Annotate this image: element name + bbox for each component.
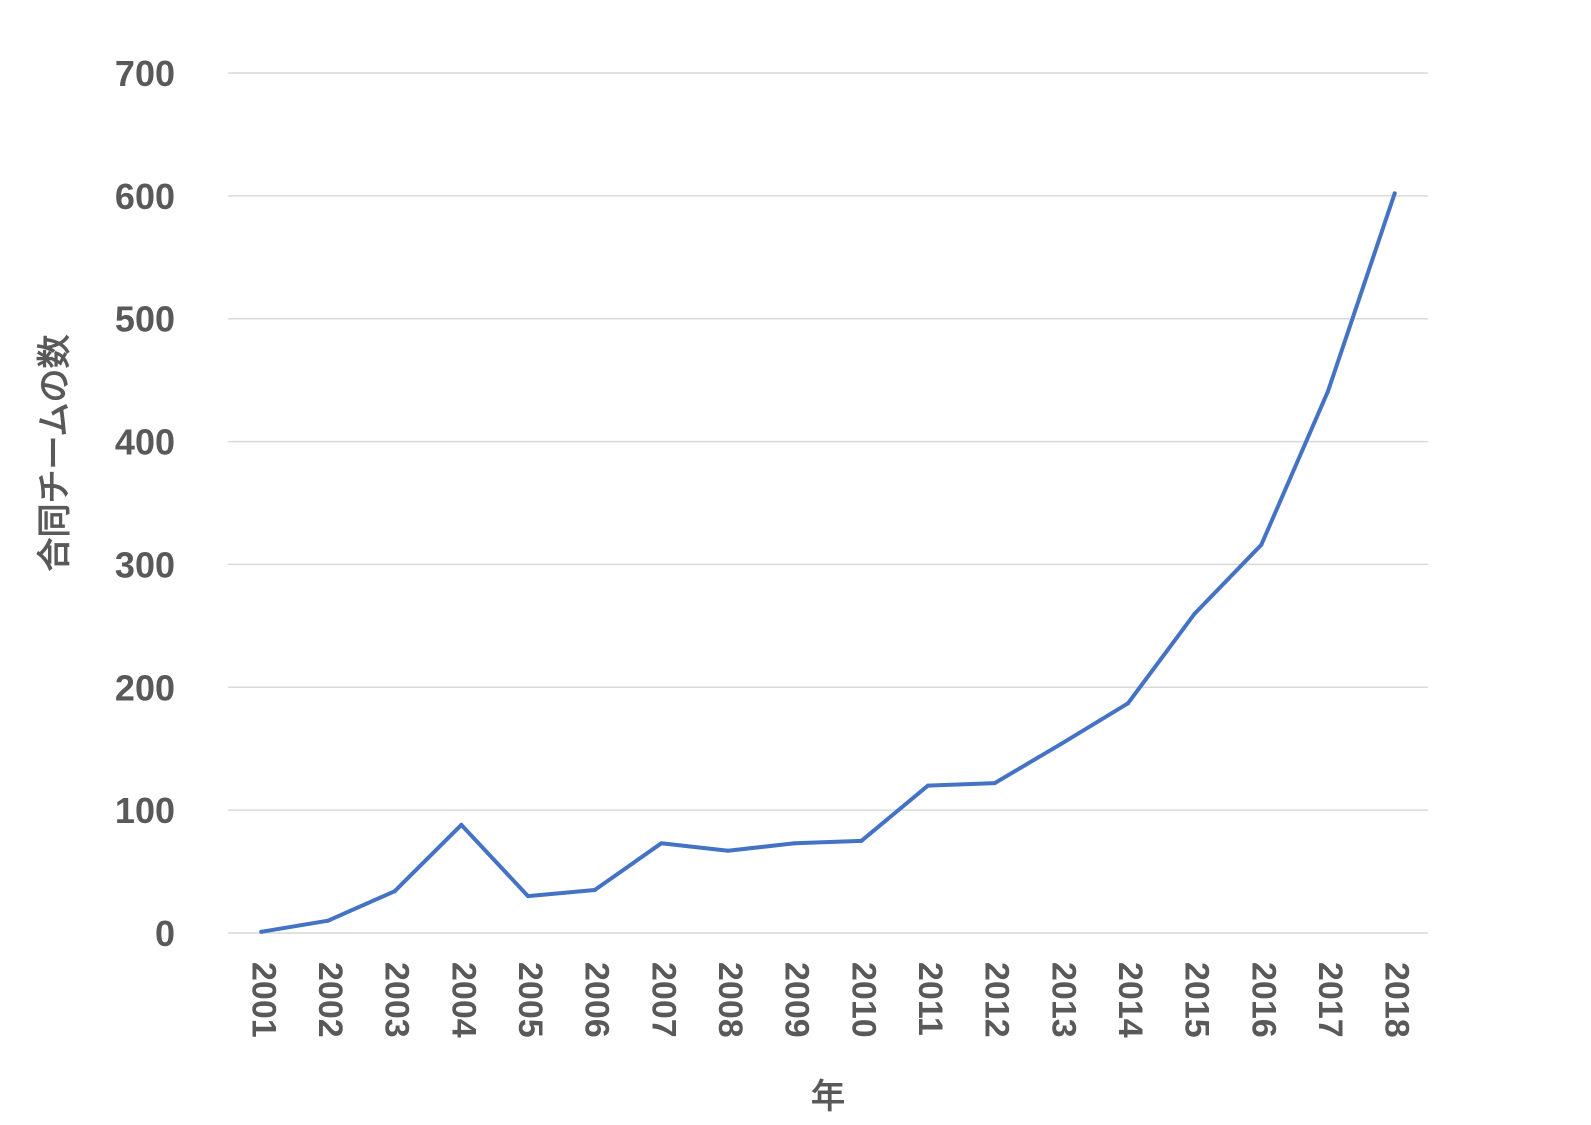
x-tick-label: 2006 — [578, 962, 616, 1038]
data-point — [259, 929, 264, 934]
data-point — [326, 918, 330, 923]
x-tick-label: 2005 — [511, 962, 549, 1038]
data-point — [1059, 741, 1064, 746]
y-tick-label: 700 — [115, 53, 175, 94]
data-point — [1326, 389, 1330, 394]
x-axis-ticks: 2001 2002 2003 2004 2005 2006 2007 2008 2009 2010… — [244, 962, 1415, 1038]
x-tick-label: 2010 — [844, 962, 882, 1038]
data-point — [926, 783, 930, 788]
x-tick-label: 2016 — [1244, 962, 1282, 1038]
gridlines — [228, 72, 1428, 934]
x-tick-label: 2017 — [1311, 962, 1349, 1038]
data-point — [1259, 542, 1264, 547]
x-tick-label: 2012 — [978, 962, 1016, 1038]
data-point — [1126, 701, 1130, 706]
y-tick-label: 400 — [115, 422, 175, 463]
y-tick-label: 100 — [115, 790, 175, 831]
x-tick-label: 2009 — [778, 962, 816, 1038]
data-point — [1192, 611, 1197, 616]
series-layer — [259, 191, 1397, 934]
x-tick-label: 2011 — [911, 962, 949, 1036]
data-point — [392, 889, 397, 894]
data-point — [1392, 191, 1397, 196]
data-point — [459, 822, 464, 827]
x-tick-label: 2008 — [711, 962, 749, 1038]
x-tick-label: 2018 — [1378, 962, 1416, 1038]
data-point — [592, 888, 597, 892]
y-tick-label: 0 — [155, 913, 175, 954]
series-line — [259, 191, 1397, 934]
x-tick-label: 2004 — [444, 962, 482, 1038]
data-point — [992, 781, 997, 786]
data-point — [526, 894, 530, 899]
data-point — [659, 841, 664, 846]
y-tick-label: 200 — [115, 667, 175, 708]
y-tick-label: 300 — [115, 544, 175, 585]
x-tick-label: 2002 — [311, 962, 349, 1038]
y-tick-label: 600 — [115, 176, 175, 217]
data-point — [859, 838, 864, 843]
x-tick-label: 2015 — [1178, 962, 1216, 1038]
data-point — [726, 848, 730, 853]
x-axis-title: 年 — [811, 1077, 845, 1117]
y-axis-title: 合同チームの数 — [35, 335, 75, 572]
x-tick-label: 2013 — [1044, 962, 1082, 1038]
y-tick-label: 500 — [115, 299, 175, 340]
x-tick-label: 2014 — [1111, 962, 1149, 1038]
data-point — [792, 841, 797, 846]
x-tick-label: 2001 — [244, 962, 282, 1038]
y-axis-ticks: 0 100 200 300 400 500 600 700 — [115, 53, 175, 954]
x-tick-label: 2007 — [644, 962, 682, 1038]
x-tick-label: 2003 — [378, 962, 416, 1038]
